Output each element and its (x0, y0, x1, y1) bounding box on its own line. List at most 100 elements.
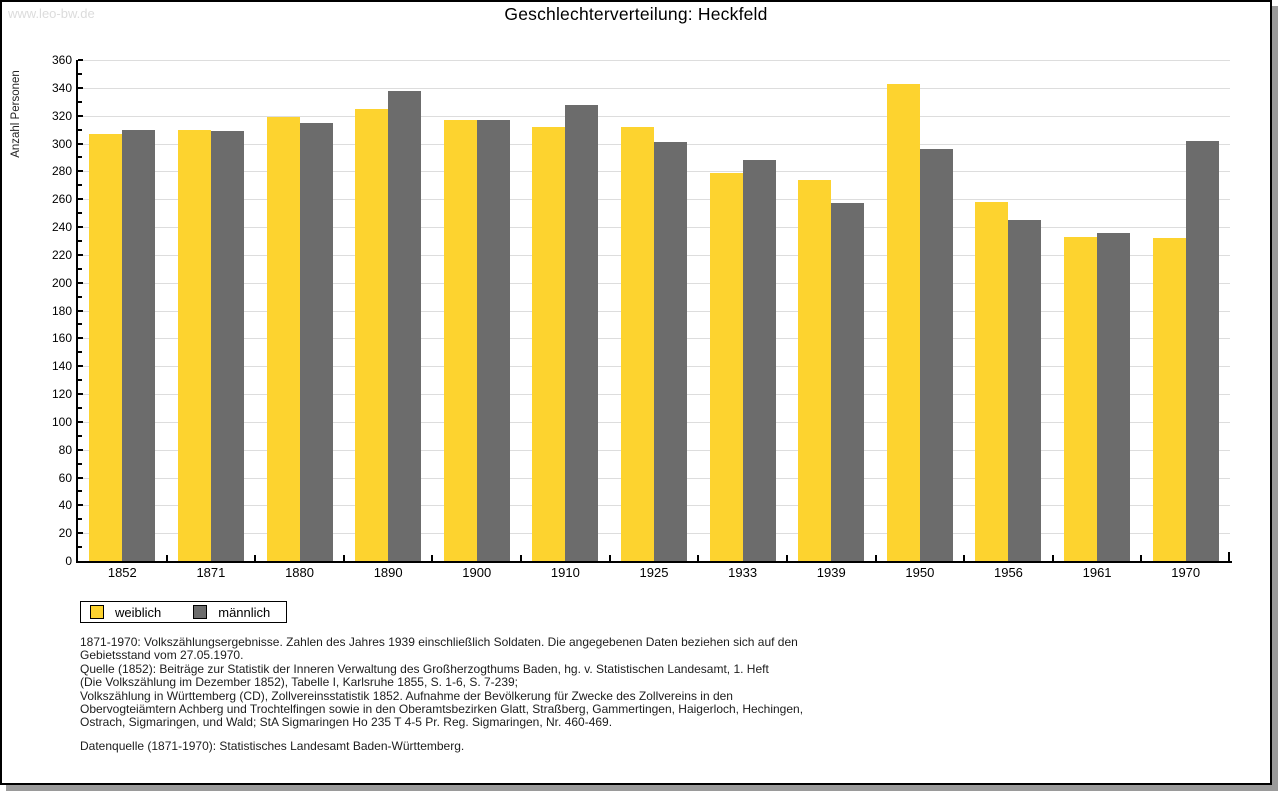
y-minor-tick (78, 351, 82, 354)
y-minor-tick (78, 72, 82, 75)
bar-männlich-1871 (210, 130, 244, 561)
bar-männlich-1880 (299, 122, 333, 561)
y-major-tick (78, 337, 83, 340)
y-minor-tick (78, 379, 82, 382)
y-tick-label: 140 (51, 359, 72, 374)
y-tick-label: 20 (58, 526, 72, 541)
x-boundary-tick (874, 555, 877, 561)
y-tick-label: 60 (58, 470, 72, 485)
y-tick-label: 120 (51, 387, 72, 401)
bar-männlich-1933 (742, 160, 776, 561)
x-tick-label: 1900 (462, 565, 492, 580)
y-minor-tick (78, 295, 82, 298)
x-tick-label: 1852 (107, 565, 137, 580)
x-axis-tick-labels: 1852 1871 1880 1890 1900 1910 1925 1933 1939 1950… (78, 565, 1230, 581)
legend: weiblich männlich (80, 601, 288, 623)
y-minor-tick (78, 462, 82, 465)
y-tick-label: 260 (51, 192, 72, 207)
datenquelle-line: Datenquelle (1871-1970): Statistisches L… (80, 738, 465, 753)
gridline (78, 87, 1230, 89)
y-minor-tick (78, 490, 82, 493)
gridline (78, 115, 1230, 117)
y-axis-line (76, 60, 78, 563)
bar-männlich-1950 (919, 149, 953, 561)
bar-weiblich-1852 (89, 133, 123, 561)
y-minor-tick (78, 323, 82, 326)
y-tick-label: 300 (51, 136, 72, 151)
x-boundary-tick (254, 555, 257, 561)
gridline (78, 60, 1230, 61)
y-major-tick (78, 253, 83, 256)
y-tick-label: 180 (51, 303, 72, 318)
y-tick-label: 80 (58, 442, 72, 457)
y-minor-tick (78, 212, 82, 215)
bar-weiblich-1910 (532, 126, 566, 561)
x-tick-label: 1890 (373, 565, 403, 580)
y-major-tick (78, 281, 83, 284)
y-tick-label: 200 (51, 275, 72, 290)
y-minor-tick (78, 518, 82, 521)
legend-swatch-weiblich (90, 605, 104, 619)
y-major-tick (78, 170, 83, 173)
y-major-tick (78, 504, 83, 507)
bar-weiblich-1950 (886, 83, 920, 561)
legend-swatch-männlich (193, 605, 208, 619)
source-note-line: Gebietsstand vom 27.05.1970. (80, 648, 244, 663)
y-axis-tick-labels: 0 20 40 60 80 100 120 140 160 180 200 220 240 260 280 3… (2, 53, 72, 568)
bar-männlich-1970 (1185, 140, 1219, 561)
bar-männlich-1925 (654, 142, 687, 561)
source-note-line: 1871-1970: Volkszählungsergebnisse. Zahl… (80, 635, 798, 649)
y-minor-tick (78, 267, 82, 270)
x-boundary-tick (963, 555, 966, 561)
x-tick-label: 1933 (728, 565, 758, 580)
y-minor-tick (78, 156, 82, 159)
x-boundary-tick (1051, 555, 1054, 561)
y-major-tick (78, 309, 83, 312)
y-tick-label: 40 (58, 498, 72, 513)
source-note-line: Obervogteiämtern Achberg und Trochtelfin… (80, 702, 804, 717)
bar-weiblich-1925 (621, 126, 654, 561)
y-tick-label: 360 (51, 53, 72, 67)
y-major-tick (78, 532, 83, 535)
bar-männlich-1900 (476, 119, 510, 561)
bar-männlich-1890 (388, 90, 422, 561)
source-notes-paragraph: 1871-1970: Volkszählungsergebnisse. Zahl… (80, 635, 1200, 730)
y-major-tick (78, 198, 83, 201)
x-tick-label: 1910 (550, 565, 580, 580)
y-minor-tick (78, 100, 82, 103)
bar-weiblich-1871 (177, 129, 211, 561)
bar-weiblich-1890 (355, 108, 389, 561)
source-note-line: Ostrach, Sigmaringen, und Wald; StA Sigm… (80, 715, 613, 730)
x-axis-end-tick (1228, 552, 1230, 561)
x-axis-line (76, 561, 1232, 563)
site-watermark: www.leo-bw.de (8, 6, 95, 21)
x-tick-label: 1925 (639, 565, 669, 580)
legend-item-weiblich: weiblich (90, 605, 161, 620)
x-tick-label: 1950 (905, 565, 935, 580)
bar-männlich-1910 (565, 104, 599, 561)
y-major-tick (78, 142, 83, 145)
x-boundary-tick (1140, 555, 1143, 561)
y-minor-tick (78, 128, 82, 131)
y-minor-tick (78, 546, 82, 549)
y-major-tick (78, 226, 83, 228)
source-notes: 1871-1970: Volkszählungsergebnisse. Zahl… (80, 635, 1200, 753)
x-tick-label: 1961 (1082, 565, 1112, 580)
y-tick-label: 100 (51, 414, 72, 429)
bar-weiblich-1939 (798, 179, 832, 561)
legend-label: weiblich (115, 604, 162, 620)
y-tick-label: 220 (51, 247, 72, 262)
x-boundary-tick (342, 555, 345, 561)
source-note-line: Volkszählung in Württemberg (CD), Zollve… (80, 688, 733, 703)
bar-männlich-1939 (831, 203, 865, 561)
x-tick-label: 1956 (993, 565, 1023, 580)
source-note-line: (Die Volkszählung im Dezember 1852), Tab… (80, 675, 519, 690)
y-tick-label: 240 (51, 220, 72, 234)
bar-weiblich-1880 (266, 117, 300, 561)
x-boundary-tick (431, 555, 434, 561)
y-major-tick (78, 114, 83, 117)
x-tick-label: 1970 (1171, 565, 1201, 580)
bar-männlich-1852 (122, 129, 156, 561)
plot-area (78, 59, 1230, 561)
